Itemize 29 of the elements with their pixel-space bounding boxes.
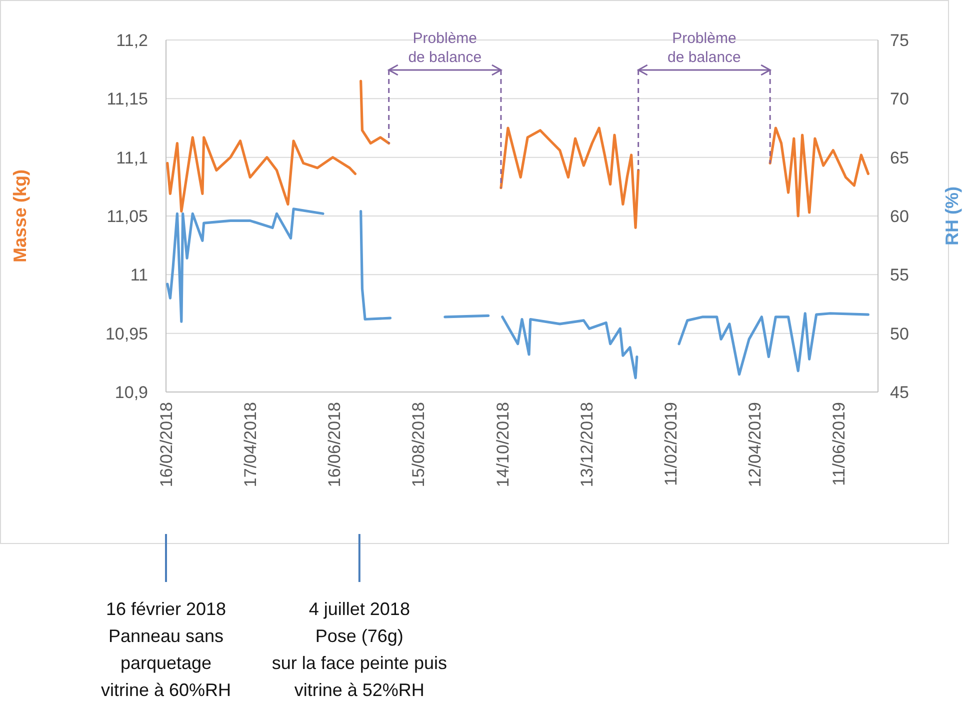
annotation: Problème de balance	[668, 30, 741, 66]
x-tick-label: 16/02/2018	[156, 402, 176, 488]
x-tick-label: 13/12/2018	[577, 402, 596, 488]
y-tick-label: 10,95	[105, 324, 148, 344]
annotation: Problème de balance	[408, 30, 482, 66]
y-tick-label: 10,9	[114, 382, 148, 402]
y-tick-label: 11,15	[106, 90, 148, 109]
annotation: 4 juillet 2018 Pose (76g) sur la face peinte puis vitrine à 52%RH	[272, 599, 447, 700]
y2-tick-label: 75	[890, 30, 909, 50]
y-tick-label: 11,05	[106, 206, 148, 226]
y2-tick-label: 55	[890, 266, 909, 285]
y2-tick-label: 45	[890, 382, 909, 402]
y-tick-label: 11,2	[116, 30, 148, 50]
x-tick-label: 16/06/2018	[325, 402, 344, 488]
x-tick-label: 11/06/2019	[830, 402, 849, 486]
x-tick-label: 17/04/2018	[241, 402, 260, 488]
y2-tick-label: 50	[890, 324, 909, 344]
annotation: 16 février 2018 Panneau sans parquetage vitrine à 60%RH	[100, 599, 232, 700]
x-tick-label: 14/10/2018	[493, 402, 512, 488]
x-tick-label: 12/04/2019	[746, 402, 765, 488]
x-tick-label: 15/08/2018	[409, 402, 428, 488]
y2-tick-label: 70	[890, 90, 909, 109]
y-tick-label: 11	[130, 266, 148, 285]
y2-tick-label: 65	[890, 148, 909, 168]
y2-tick-label: 60	[890, 206, 909, 226]
x-tick-label: 11/02/2019	[662, 402, 681, 486]
y-axis-title: Masse (kg)	[10, 169, 30, 263]
y-tick-label: 11,1	[116, 148, 148, 168]
y2-axis-title: RH (%)	[942, 186, 962, 246]
